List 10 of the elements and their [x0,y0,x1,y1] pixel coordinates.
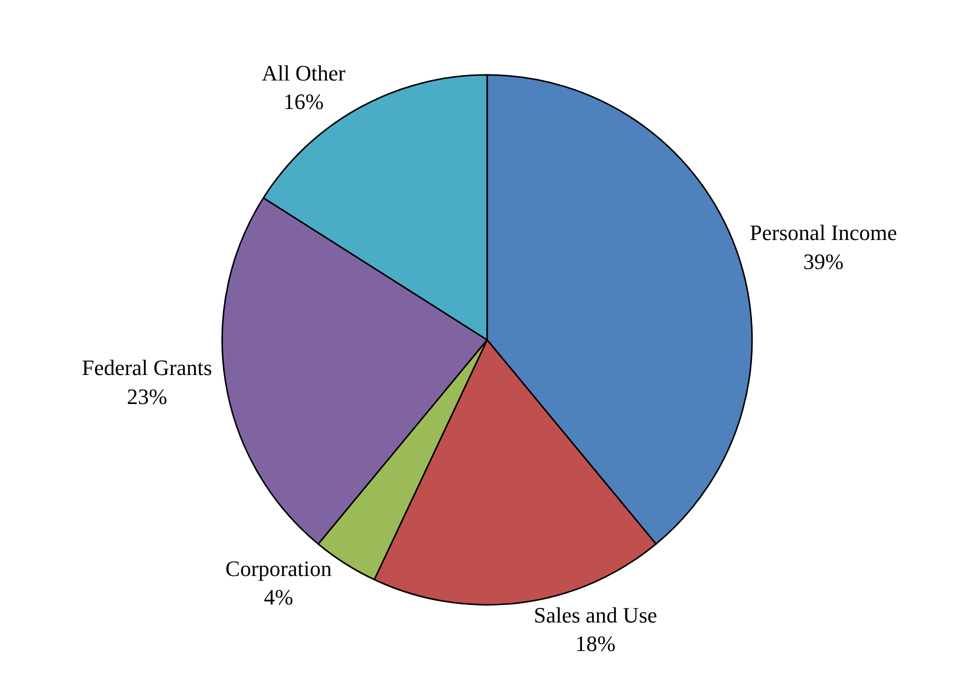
data-label: 4% [264,584,294,610]
data-label: 16% [283,88,324,114]
slice-label: Sales and Use [534,602,658,628]
slice-label: All Other [262,60,346,86]
data-label: 23% [126,384,168,409]
slice-label: Personal Income [750,220,898,246]
data-label: 18% [575,630,616,656]
data-label: 39% [803,248,844,274]
slice-label: Corporation [225,556,332,581]
slice-label: Federal Grants [82,355,212,380]
